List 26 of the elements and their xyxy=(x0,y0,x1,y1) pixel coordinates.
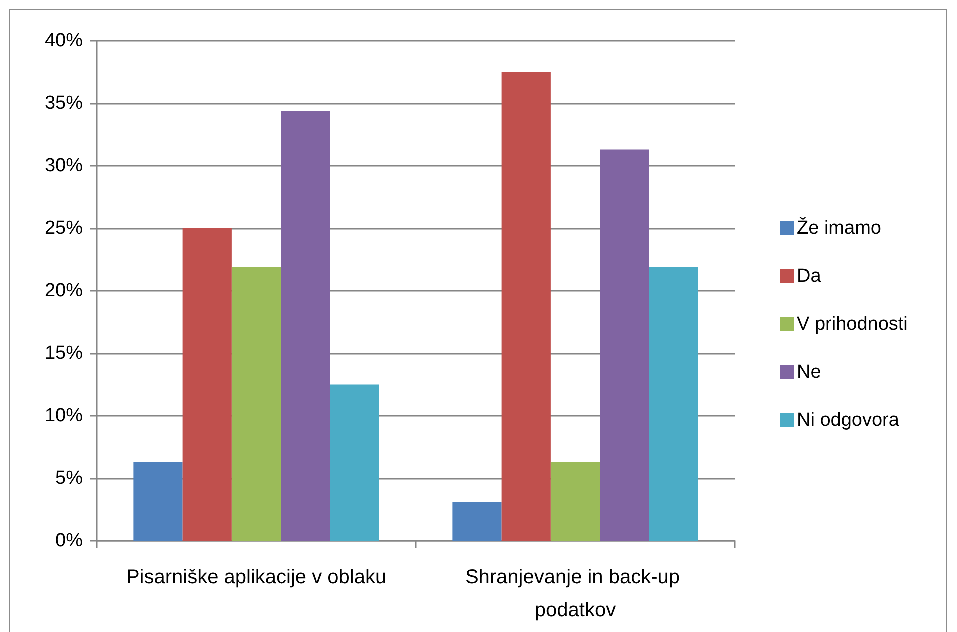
legend-label: Ni odgovora xyxy=(797,410,900,431)
x-tick-label: Shranjevanje in back-up podatkov xyxy=(465,566,686,622)
legend-label: V prihodnosti xyxy=(797,314,908,335)
bar xyxy=(452,502,502,541)
bar xyxy=(600,150,650,541)
y-tick-label: 5% xyxy=(56,468,84,489)
y-tick-label: 35% xyxy=(44,93,84,114)
legend-label: Da xyxy=(797,266,822,287)
y-tick-label: 25% xyxy=(44,218,84,239)
legend-label: Že imamo xyxy=(797,217,882,239)
y-tick-label: 20% xyxy=(44,280,84,302)
y-tick-label: 0% xyxy=(56,530,84,552)
legend-label: Ne xyxy=(797,362,822,383)
bar xyxy=(182,228,232,541)
y-tick-label: 30% xyxy=(44,156,84,176)
bar xyxy=(281,111,330,541)
bar xyxy=(232,267,282,541)
y-tick-label: 10% xyxy=(44,406,84,426)
x-tick-label: Pisarniške aplikacije v oblaku xyxy=(126,566,387,588)
y-tick-label: 40% xyxy=(44,30,84,52)
bar xyxy=(550,462,600,541)
bar xyxy=(134,462,183,541)
bar xyxy=(502,72,551,541)
bar xyxy=(649,267,698,541)
y-tick-label: 15% xyxy=(44,343,84,364)
bar xyxy=(330,384,380,541)
